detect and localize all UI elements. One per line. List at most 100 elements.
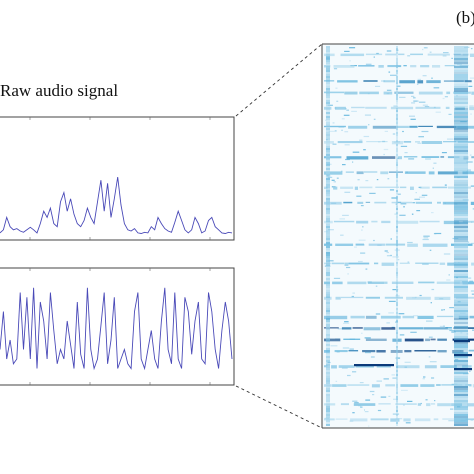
- heatmap-column-cell: [454, 418, 468, 420]
- heatmap-column-cell: [326, 192, 330, 194]
- heatmap-speckle: [333, 181, 336, 183]
- heatmap-column-cell: [326, 180, 330, 182]
- heatmap-speckle: [392, 289, 399, 291]
- heatmap-column-cell: [326, 294, 330, 296]
- heatmap-column-cell: [396, 422, 398, 424]
- heatmap-column-cell: [454, 326, 468, 328]
- heatmap-column-cell: [326, 134, 330, 136]
- heatmap-cell: [462, 53, 470, 56]
- heatmap-speckle: [352, 400, 358, 402]
- heatmap-column-cell: [326, 278, 330, 280]
- heatmap-column-cell: [454, 294, 468, 296]
- heatmap-column-cell: [326, 348, 330, 350]
- heatmap-column-cell: [396, 130, 398, 132]
- heatmap-speckle: [443, 325, 445, 327]
- heatmap-column-cell: [454, 402, 468, 404]
- heatmap-column-cell: [396, 324, 398, 326]
- heatmap-column-cell: [326, 212, 330, 214]
- heatmap-cell: [367, 281, 385, 284]
- heatmap-column-cell: [396, 250, 398, 252]
- heatmap-column-cell: [326, 176, 330, 178]
- heatmap-column-cell: [454, 276, 468, 278]
- heatmap-speckle: [416, 210, 421, 212]
- heatmap-column-cell: [454, 280, 468, 282]
- heatmap-cell: [356, 220, 369, 224]
- heatmap-column-cell: [396, 354, 398, 356]
- heatmap-speckle: [442, 55, 447, 57]
- heatmap-speckle: [347, 273, 349, 275]
- heatmap-column-cell: [454, 364, 468, 366]
- heatmap-column-cell: [326, 242, 330, 244]
- heatmap-column-cell: [326, 316, 330, 318]
- heatmap-cell: [423, 327, 448, 330]
- heatmap-speckle: [386, 89, 392, 91]
- heatmap-column-cell: [326, 320, 330, 322]
- heatmap-speckle: [421, 130, 429, 133]
- heatmap-column-cell: [396, 262, 398, 264]
- heatmap-column-cell: [454, 92, 468, 94]
- heatmap-column-cell: [326, 186, 330, 188]
- heatmap-speckle: [365, 268, 368, 270]
- heatmap-cell: [388, 171, 403, 173]
- heatmap-column-cell: [326, 106, 330, 108]
- heatmap-column-cell: [326, 402, 330, 404]
- heatmap-speckle: [392, 133, 396, 135]
- heatmap-column-cell: [326, 138, 330, 140]
- heatmap-column-cell: [396, 388, 398, 390]
- heatmap-speckle: [468, 85, 473, 87]
- heatmap-column-cell: [396, 166, 398, 168]
- heatmap-column-cell: [396, 338, 398, 340]
- heatmap-column-cell: [396, 100, 398, 102]
- heatmap-column-cell: [396, 190, 398, 192]
- heatmap-speckle: [388, 395, 391, 397]
- heatmap-speckle: [415, 192, 417, 194]
- heatmap-column-cell: [454, 98, 468, 100]
- heatmap-column-cell: [326, 370, 330, 372]
- heatmap-cell: [414, 418, 431, 422]
- heatmap-column-cell: [396, 122, 398, 124]
- heatmap-cell: [372, 156, 396, 159]
- heatmap-speckle: [456, 95, 458, 97]
- heatmap-column-cell: [454, 186, 468, 188]
- heatmap-column-cell: [326, 390, 330, 392]
- heatmap-column-cell: [396, 212, 398, 214]
- heatmap-cell: [422, 243, 448, 247]
- heatmap-column-cell: [326, 304, 330, 306]
- heatmap-column-cell: [396, 170, 398, 172]
- heatmap-cell: [354, 186, 358, 190]
- heatmap-speckle: [424, 106, 430, 108]
- heatmap-cell: [385, 384, 396, 387]
- heatmap-speckle: [442, 97, 445, 100]
- heatmap-column-cell: [326, 222, 330, 224]
- heatmap-column-cell: [454, 290, 468, 292]
- heatmap-column-cell: [454, 80, 468, 82]
- heatmap-speckle: [362, 226, 364, 228]
- heatmap-speckle: [380, 396, 387, 398]
- heatmap-column-cell: [326, 366, 330, 368]
- heatmap-speckle: [360, 406, 363, 408]
- heatmap-column-cell: [396, 172, 398, 174]
- heatmap-cell: [443, 80, 464, 82]
- heatmap-column-cell: [326, 144, 330, 146]
- heatmap-column-cell: [326, 362, 330, 364]
- heatmap-column-cell: [454, 90, 468, 92]
- heatmap-column-cell: [454, 278, 468, 280]
- heatmap-column-cell: [396, 316, 398, 318]
- heatmap-cell: [332, 281, 343, 285]
- heatmap-column-cell: [326, 274, 330, 276]
- heatmap-column-cell: [326, 382, 330, 384]
- heatmap-column-cell: [396, 86, 398, 88]
- heatmap-column-cell: [396, 396, 398, 398]
- heatmap-column-cell: [454, 124, 468, 126]
- heatmap-cell: [324, 106, 332, 110]
- heatmap-cell: [417, 80, 424, 84]
- heatmap-column-cell: [326, 276, 330, 278]
- heatmap-speckle: [333, 68, 338, 70]
- heatmap-column-cell: [454, 56, 468, 58]
- heatmap-speckle: [343, 114, 350, 116]
- zoom-line-top: [235, 43, 323, 117]
- heatmap-column-cell: [396, 300, 398, 302]
- heatmap-speckle: [360, 252, 366, 254]
- heatmap-speckle: [386, 322, 390, 324]
- heatmap-column-cell: [326, 200, 330, 202]
